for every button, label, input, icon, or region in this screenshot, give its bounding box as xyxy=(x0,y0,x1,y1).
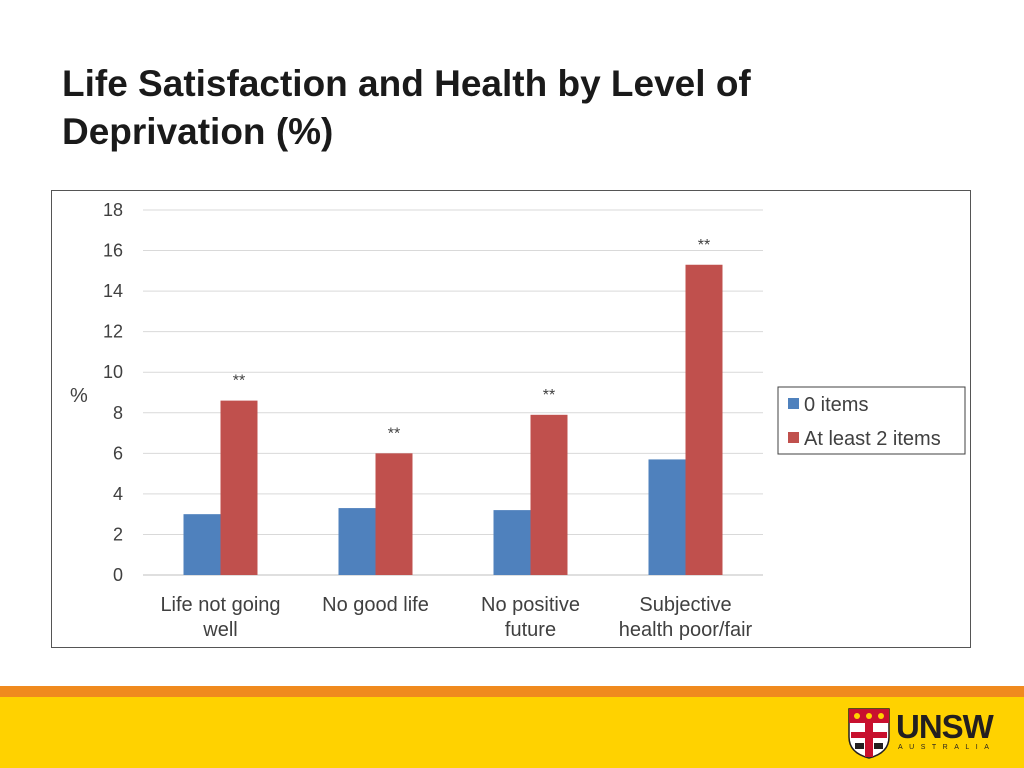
x-tick-label: health poor/fair xyxy=(619,619,753,641)
y-tick-label: 4 xyxy=(113,484,123,504)
x-tick-label: Life not going xyxy=(160,594,280,616)
bar-zero-items xyxy=(338,508,376,575)
slide-title-line-1: Life Satisfaction and Health by Level of xyxy=(62,63,751,104)
legend-label: 0 items xyxy=(804,394,868,416)
significance-marker: ** xyxy=(388,425,400,442)
y-tick-label: 8 xyxy=(113,403,123,423)
y-tick-label: 6 xyxy=(113,443,123,463)
significance-marker: ** xyxy=(698,237,710,254)
y-tick-label: 2 xyxy=(113,524,123,544)
bar-zero-items xyxy=(648,459,686,575)
y-tick-label: 14 xyxy=(103,281,123,301)
significance-marker: ** xyxy=(233,373,245,390)
bar-at-least-2-items xyxy=(375,453,413,575)
x-tick-label: No positive xyxy=(481,594,580,616)
slide-title: Life Satisfaction and Health by Level of… xyxy=(62,60,962,156)
bar-at-least-2-items xyxy=(530,414,568,575)
legend-label: At least 2 items xyxy=(804,428,941,450)
bar-at-least-2-items xyxy=(220,400,258,575)
x-tick-label: well xyxy=(202,619,237,641)
orange-band xyxy=(0,686,1024,697)
unsw-logo: UNSW AUSTRALIA xyxy=(845,705,1005,761)
y-tick-label: 16 xyxy=(103,241,123,261)
significance-marker: ** xyxy=(543,387,555,404)
crest-icon xyxy=(848,708,890,759)
y-axis-label: % xyxy=(70,385,88,407)
y-tick-label: 10 xyxy=(103,362,123,382)
legend-box xyxy=(777,386,966,455)
legend-swatch xyxy=(788,398,799,409)
y-tick-label: 12 xyxy=(103,322,123,342)
x-tick-label: No good life xyxy=(322,594,429,616)
chart-frame: 0 2 4 6 8 10 12 14 16 18% ** Life not going well ** No… xyxy=(51,190,971,648)
bar-at-least-2-items xyxy=(685,264,723,575)
x-tick-label: future xyxy=(505,619,556,641)
bar-zero-items xyxy=(183,514,221,575)
y-tick-label: 0 xyxy=(113,565,123,585)
bar-zero-items xyxy=(493,510,531,575)
y-tick-label: 18 xyxy=(103,200,123,220)
bar-chart: 0 2 4 6 8 10 12 14 16 18% ** Life not going well ** No… xyxy=(70,200,966,641)
logo-subtext: AUSTRALIA xyxy=(898,744,996,751)
x-tick-label: Subjective xyxy=(639,594,731,616)
logo-wordmark: UNSW xyxy=(896,708,994,745)
legend-swatch xyxy=(788,432,799,443)
slide-title-line-2: Deprivation (%) xyxy=(62,111,334,152)
